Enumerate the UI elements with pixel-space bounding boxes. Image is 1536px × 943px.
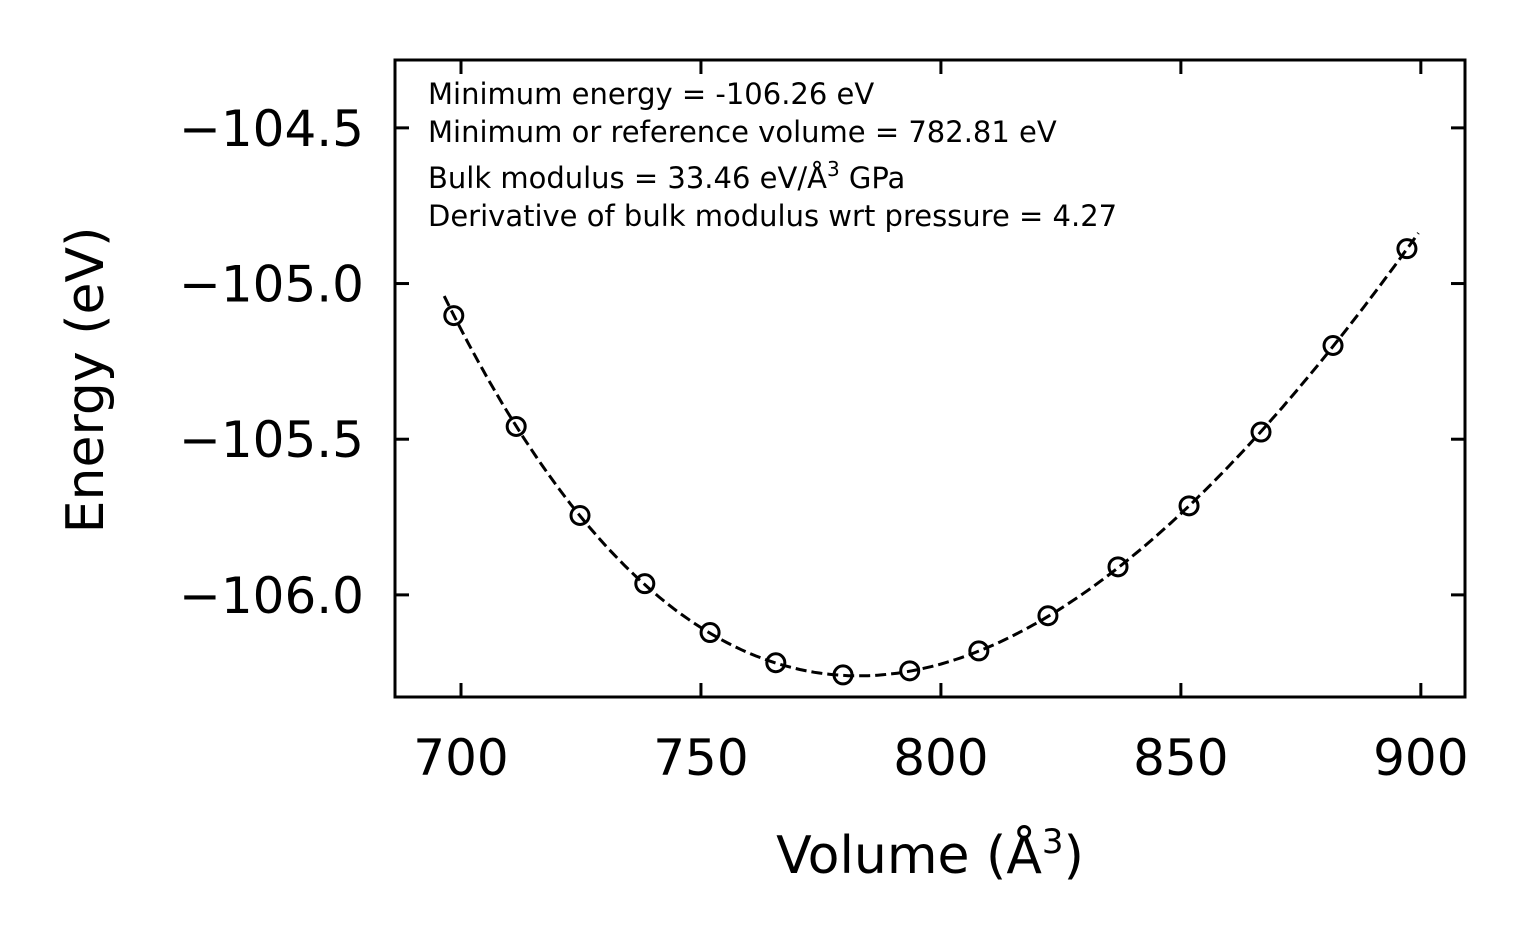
- data-point: [634, 573, 656, 595]
- plot-frame: [393, 58, 1467, 699]
- data-point: [505, 415, 527, 437]
- y-tick-label: −105.0: [179, 256, 364, 314]
- x-tick-label: 700: [413, 729, 508, 787]
- data-point: [1396, 238, 1418, 260]
- x-tick-label: 750: [653, 729, 748, 787]
- annotation-min-volume: Minimum or reference volume = 782.81 eV: [428, 115, 1057, 149]
- annotation-bulk-modulus-derivative: Derivative of bulk modulus wrt pressure …: [428, 199, 1117, 233]
- y-tick-label: −106.0: [179, 567, 364, 625]
- data-point: [1178, 495, 1200, 517]
- data-point: [968, 640, 990, 662]
- x-axis-label: Volume (Å3): [776, 822, 1084, 886]
- y-tick-label: −105.5: [179, 411, 364, 469]
- x-tick-label: 900: [1373, 729, 1468, 787]
- fit-annotation: Minimum energy = -106.26 eV Minimum or r…: [428, 77, 1117, 233]
- data-point: [699, 622, 721, 644]
- data-point: [1322, 334, 1344, 356]
- data-point: [899, 660, 921, 682]
- y-tick-label: −104.5: [179, 100, 364, 158]
- y-axis-label: Energy (eV): [56, 227, 116, 534]
- data-point: [1037, 605, 1059, 627]
- data-point: [443, 305, 465, 327]
- data-point: [1107, 556, 1129, 578]
- fit-curve: [442, 232, 1420, 678]
- x-tick-label: 850: [1133, 729, 1228, 787]
- data-point: [1250, 421, 1272, 443]
- x-tick-label: 800: [893, 729, 988, 787]
- annotation-bulk-modulus: Bulk modulus = 33.46 eV/Å3 GPa: [428, 157, 905, 195]
- data-point: [569, 504, 591, 526]
- data-point: [832, 664, 854, 686]
- data-point: [765, 652, 787, 674]
- annotation-min-energy: Minimum energy = -106.26 eV: [428, 77, 874, 111]
